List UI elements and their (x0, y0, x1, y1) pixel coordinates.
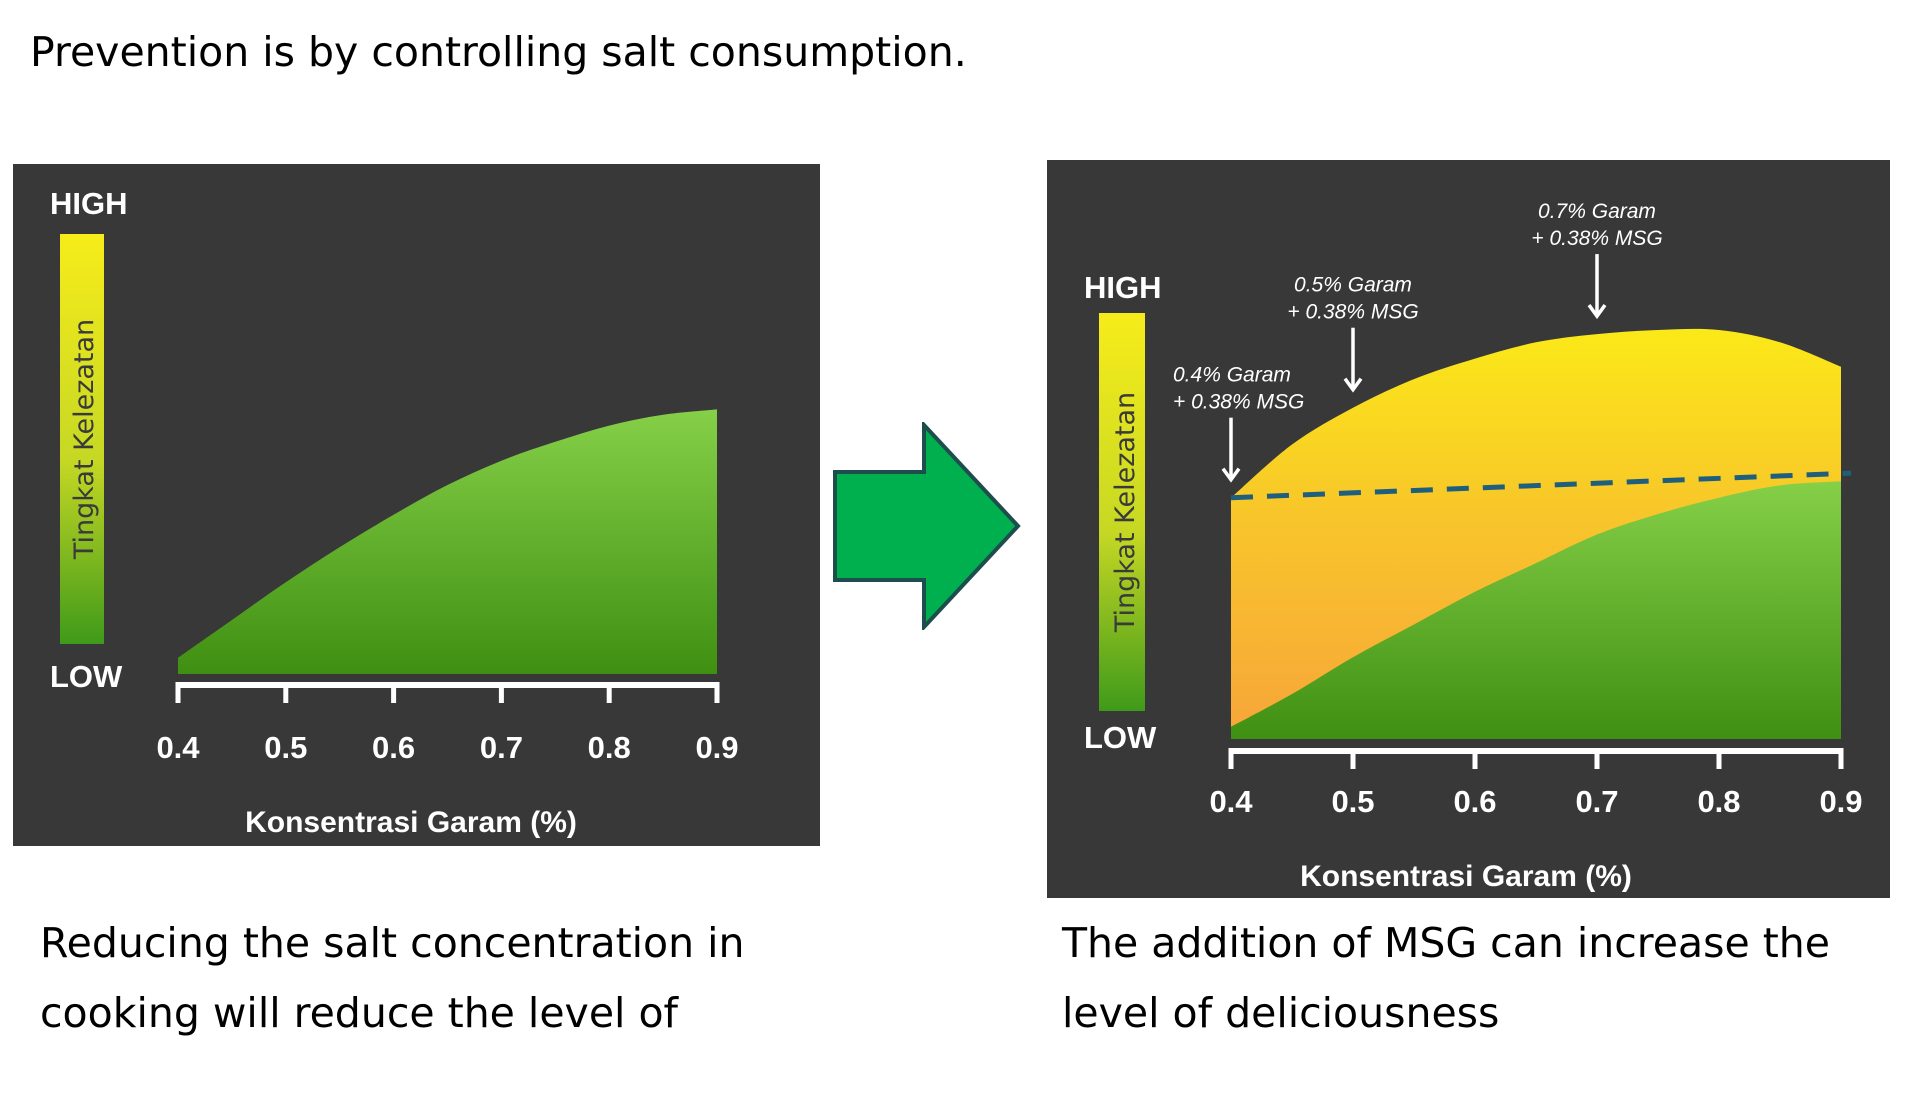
caption-left-line-1: Reducing the salt concentration in (40, 919, 745, 967)
x-tick-label: 0.5 (1331, 784, 1374, 819)
annotation-line-2: + 0.38% MSG (1287, 301, 1418, 324)
annotation-arrowhead (1221, 467, 1241, 483)
annotation-line-2: + 0.38% MSG (1531, 227, 1662, 250)
area-salt (1231, 481, 1841, 739)
y-level-bar (60, 234, 104, 644)
x-axis: 0.4 0.5 0.6 0.7 0.8 0.9 (1209, 748, 1863, 819)
caption-right-line-1: The addition of MSG can increase the (1062, 919, 1830, 967)
x-tick-label: 0.4 (1209, 784, 1253, 819)
annotation-arrowhead (1587, 304, 1607, 320)
x-tick-label: 0.7 (480, 730, 523, 765)
annotations: 0.4% Garam + 0.38% MSG 0.5% Garam + 0.38% M… (1173, 200, 1663, 483)
caption-right-line-2: level of deliciousness (1062, 989, 1500, 1037)
x-axis: 0.4 0.5 0.6 0.7 0.8 0.9 (156, 682, 739, 765)
annotation-line-2: + 0.38% MSG (1173, 391, 1304, 414)
y-axis-title: Tingkat Kelezatan (1110, 392, 1141, 633)
right-arrow-icon (833, 422, 1021, 630)
x-tick-label: 0.7 (1575, 784, 1618, 819)
page-title: Prevention is by controlling salt consum… (30, 28, 967, 76)
y-high-label: HIGH (1084, 270, 1162, 305)
caption-left-line-2: cooking will reduce the level of (40, 989, 678, 1037)
annotation-line-1: 0.4% Garam (1173, 364, 1291, 387)
annotation-line-1: 0.7% Garam (1538, 200, 1656, 223)
y-axis-title: Tingkat Kelezatan (69, 319, 100, 560)
caption-right: The addition of MSG can increase the lev… (1062, 908, 1830, 1048)
x-tick-label: 0.5 (264, 730, 307, 765)
y-low-label: LOW (1084, 720, 1157, 755)
chart-salt-with-msg: HIGH Tingkat Kelezatan LOW 0.4% Garam + 0… (1047, 160, 1890, 898)
x-tick-label: 0.8 (1697, 784, 1740, 819)
area-salt (178, 409, 717, 674)
reference-dashed-line (1230, 470, 1852, 501)
x-axis-title: Konsentrasi Garam (%) (245, 806, 577, 839)
x-axis-title: Konsentrasi Garam (%) (1300, 860, 1632, 893)
x-tick-label: 0.8 (588, 730, 631, 765)
y-level-bar (1099, 313, 1145, 711)
caption-left: Reducing the salt concentration in cooki… (40, 908, 745, 1048)
annotation-line-1: 0.5% Garam (1294, 274, 1412, 297)
x-tick-label: 0.4 (156, 730, 200, 765)
y-high-label: HIGH (50, 186, 128, 221)
x-tick-label: 0.6 (1453, 784, 1496, 819)
x-tick-label: 0.6 (372, 730, 415, 765)
y-low-label: LOW (50, 659, 123, 694)
annotation-arrowhead (1343, 377, 1363, 393)
chart-salt-only: HIGH Tingkat Kelezatan LOW 0.4 0.5 0.6 0.7 0… (13, 164, 820, 846)
x-tick-label: 0.9 (1819, 784, 1862, 819)
x-tick-label: 0.9 (695, 730, 738, 765)
